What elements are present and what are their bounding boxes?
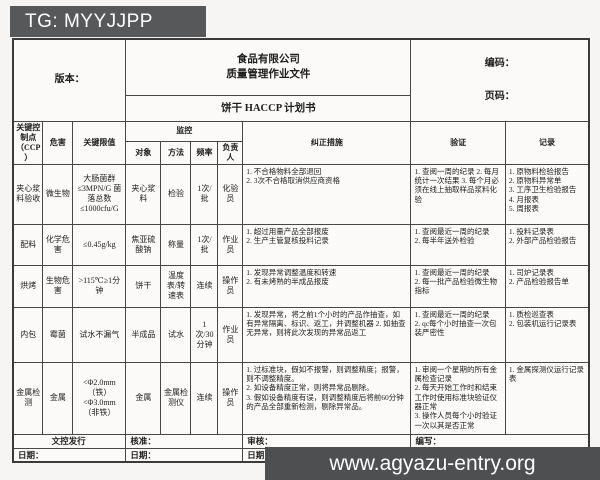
ccp-cell: 夹心浆料验收 <box>12 163 44 225</box>
prepare-label: 编写： <box>410 433 590 449</box>
hazard-cell: 生物危害 <box>42 264 74 308</box>
records-cell: 1. 司炉记录表 2. 产品检验报告单 <box>504 264 590 308</box>
limit-cell: ≤0.45g/kg <box>72 223 127 266</box>
doc-title: 饼干 HACCP 计划书 <box>125 94 412 122</box>
object-cell: 金属 <box>125 361 162 435</box>
method-cell: 温度表/转速表 <box>160 264 192 308</box>
corrective-cell: 1. 发现异常，将之前1个小时的产品作抽查，如有异常隔离、标识、返工，并调整机器… <box>242 306 412 363</box>
header-ccp: 关键控制点（CCP） <box>12 120 44 165</box>
object-cell: 焦亚硫酸钠 <box>125 223 162 266</box>
column-header-row: 关键控制点（CCP） 危害 关键限值 监控 纠正措施 验证 记录 <box>12 120 590 165</box>
corrective-cell: 1. 发现异常调整温度和转速 2. 有未烤熟的半成品报废 <box>242 264 412 308</box>
ccp-cell: 内包 <box>12 306 44 363</box>
header-hazard: 危害 <box>42 120 74 165</box>
version-label: 版本： <box>12 38 127 122</box>
date-label: 日期： <box>12 447 127 463</box>
verification-cell: 1. 查阅最近一周的纪录 2. qc每个小时抽查一次包装严密性 <box>410 306 506 363</box>
header-method: 方法 <box>160 140 192 165</box>
header-limit: 关键限值 <box>72 120 127 165</box>
records-cell: 1. 投料记录表 2. 外部产品检验报告 <box>504 223 590 266</box>
corrective-cell: 1. 超过用量产品全部报废 2. 生产主管复核投料记录 <box>242 223 412 266</box>
records-cell: 1. 质检巡查表 2. 包装机运行记录表 <box>504 306 590 363</box>
verification-cell: 1. 查阅最近一周的纪录 2. 每一批产品检验微生物指标 <box>410 264 506 308</box>
monitoring-subheader-row: 对象 方法 频率 负责人 <box>13 140 589 165</box>
approve-label: 核准： <box>125 433 244 449</box>
frequency-cell: 连续 <box>190 264 219 308</box>
method-cell: 试水 <box>160 306 192 363</box>
responsible-cell: 作业员 <box>217 223 244 266</box>
header-records: 记录 <box>504 120 590 165</box>
object-cell: 饼干 <box>125 264 162 308</box>
ccp-cell: 配料 <box>12 223 44 266</box>
table-row-inner-packing: 内包 霉菌 试水不漏气 半成品 试水 1次/30分钟 作业员 1. 发现异常，将… <box>12 306 590 363</box>
records-cell: 1. 金属探测仪运行记录表 <box>504 361 590 435</box>
table-row-metal-detection: 金属检测 金属 <Φ2.0mm（铁） <Φ3.0mm（非铁） 金属 金属检测仪 … <box>12 361 590 435</box>
header-verification: 验证 <box>410 120 506 165</box>
method-cell: 检验 <box>160 163 192 225</box>
code-page-cell: 编码： 页码： <box>410 38 590 122</box>
page-label: 页码： <box>484 90 515 102</box>
ccp-cell: 烘烤 <box>12 264 44 308</box>
tg-code-badge: TG: MYYJJPP <box>10 6 206 37</box>
doc-header-row: 版本： 食品有限公司 质量管理作业文件 编码： 页码： <box>12 38 590 122</box>
responsible-cell: 化验员 <box>217 163 244 225</box>
review-label: 审核： <box>242 433 412 449</box>
header-responsible: 负责人 <box>217 140 244 165</box>
verification-cell: 1. 查阅一周的纪录 2. 每月统计一次结果 3. 每个月必须在线上抽取样品浆料… <box>410 163 506 225</box>
verification-cell: 1. 审阅一个星期的所有金属检查记录 2. 每天开始工作时和结束工作时使用标准块… <box>410 361 506 435</box>
limit-cell: 试水不漏气 <box>72 306 127 363</box>
responsible-cell: 作业员 <box>217 306 244 363</box>
frequency-cell: 1次/批 <box>190 223 219 266</box>
hazard-cell: 金属 <box>42 361 74 435</box>
site-watermark: www.agyazu-entry.org <box>265 447 600 480</box>
haccp-table: 版本： 食品有限公司 质量管理作业文件 编码： 页码： 饼干 HACCP 计划书… <box>12 38 590 464</box>
object-cell: 夹心浆料 <box>125 163 162 225</box>
frequency-cell: 1次/批 <box>190 163 219 225</box>
doc-control-issue-label: 文控发行 <box>12 433 127 449</box>
frequency-cell: 连续 <box>190 361 219 435</box>
verification-cell: 1. 查阅最近一周的纪录 2. 每半年送外检验 <box>410 223 506 266</box>
method-cell: 金属检测仪 <box>160 361 192 435</box>
date-label: 日期： <box>125 447 244 463</box>
table-row-filling-acceptance: 夹心浆料验收 微生物 大肠菌群 ≤3MPN/G 菌落总数 ≤1000cfu/G … <box>12 163 590 225</box>
header-object: 对象 <box>125 140 162 165</box>
header-frequency: 频率 <box>190 140 219 165</box>
table-row-ingredients: 配料 化学危害 ≤0.45g/kg 焦亚硫酸钠 称量 1次/批 作业员 1. 超… <box>12 223 590 266</box>
corrective-cell: 1. 不合格物料全部退回 2. 3次不合格取消供应商资格 <box>242 163 412 225</box>
records-cell: 1. 原物料检验报告 2. 原物料异常单 3. 工序卫生检验报告 4. 月报表 … <box>504 163 590 225</box>
table-row-baking: 烘烤 生物危害 >115℃≥1分钟 饼干 温度表/转速表 连续 操作员 1. 发… <box>12 264 590 308</box>
frequency-cell: 1次/30分钟 <box>190 306 219 363</box>
hazard-cell: 霉菌 <box>42 306 74 363</box>
responsible-cell: 操作员 <box>217 264 244 308</box>
code-label: 编码： <box>484 57 515 69</box>
responsible-cell: 操作员 <box>217 361 244 435</box>
doc-title-row: 饼干 HACCP 计划书 <box>13 94 589 122</box>
limit-cell: <Φ2.0mm（铁） <Φ3.0mm（非铁） <box>72 361 127 435</box>
company-title: 食品有限公司 质量管理作业文件 <box>125 38 412 96</box>
limit-cell: >115℃≥1分钟 <box>72 264 127 308</box>
corrective-cell: 1. 过标准块，假如不报警，则调整精度；报警，则不调整精度。 2. 如设备精度正… <box>242 361 412 435</box>
footer-signature-row: 文控发行 核准： 审核： 编写： <box>12 433 590 449</box>
header-corrective: 纠正措施 <box>242 120 412 165</box>
hazard-cell: 微生物 <box>42 163 74 225</box>
ccp-cell: 金属检测 <box>12 361 44 435</box>
header-monitoring: 监控 <box>125 120 244 142</box>
limit-cell: 大肠菌群 ≤3MPN/G 菌落总数 ≤1000cfu/G <box>72 163 127 225</box>
method-cell: 称量 <box>160 223 192 266</box>
object-cell: 半成品 <box>125 306 162 363</box>
hazard-cell: 化学危害 <box>42 223 74 266</box>
